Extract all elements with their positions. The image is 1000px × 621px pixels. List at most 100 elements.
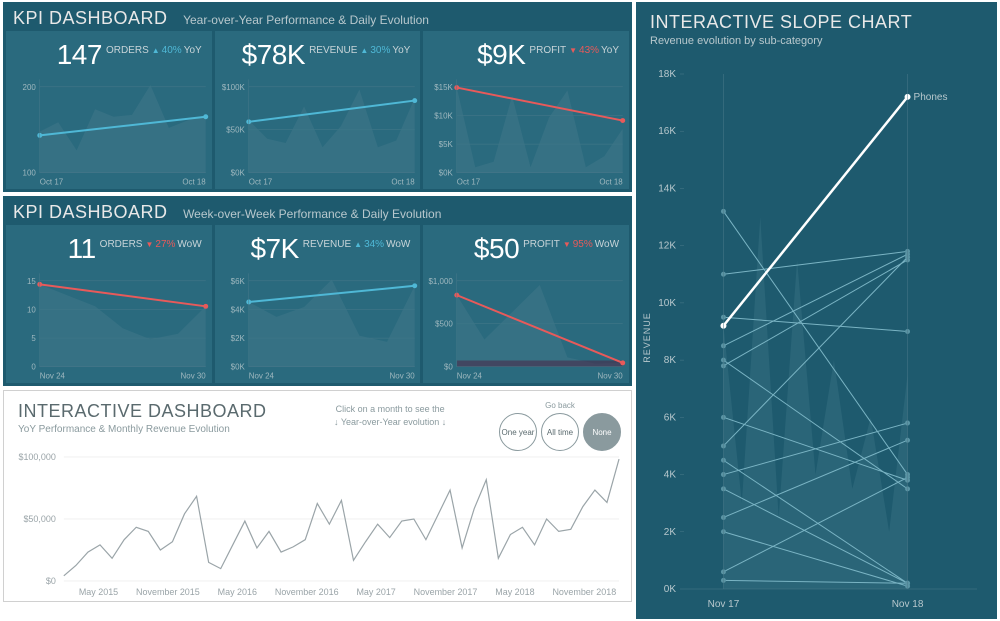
svg-text:$0: $0	[46, 576, 56, 586]
kpi-period: WoW	[177, 239, 201, 250]
svg-text:REVENUE: REVENUE	[642, 312, 652, 363]
svg-text:$50,000: $50,000	[23, 514, 55, 524]
svg-text:May 2016: May 2016	[218, 587, 257, 597]
svg-text:$0: $0	[444, 363, 453, 372]
svg-text:$4K: $4K	[230, 305, 245, 314]
svg-text:Oct 17: Oct 17	[40, 178, 64, 187]
svg-text:November 2017: November 2017	[414, 587, 478, 597]
svg-text:$0K: $0K	[230, 169, 245, 178]
kpi-card[interactable]: $50 PROFIT95%WoW $0 $500 $1,000 Nov 24 Nov 30	[423, 225, 629, 383]
interactive-chart[interactable]: $0$50,000$100,000May 2015November 2015Ma…	[4, 451, 631, 601]
kpi-card[interactable]: $78KREVENUE30%YoY$0K$50K$100KOct 17Oct 1…	[215, 31, 421, 189]
kpi-card[interactable]: 147 ORDERS40%YoY 100 200 Oct 17 Oct 18	[6, 31, 212, 189]
svg-text:18K: 18K	[658, 69, 676, 80]
svg-text:Nov 17: Nov 17	[708, 599, 740, 610]
svg-text:$0K: $0K	[439, 169, 454, 178]
kpi-delta: 40%	[152, 45, 182, 56]
svg-text:Phones: Phones	[914, 92, 948, 103]
svg-text:$1,000: $1,000	[429, 277, 454, 286]
kpi-card[interactable]: $7KREVENUE34%WoW$0K$2K$4K$6KNov 24Nov 30	[215, 225, 421, 383]
svg-text:10: 10	[27, 305, 36, 314]
kpi-card[interactable]: $9KPROFIT43%YoY$0K$5K$10K$15KOct 17Oct 1…	[423, 31, 629, 189]
kpi-delta: 95%	[563, 239, 593, 250]
svg-text:Nov 24: Nov 24	[248, 372, 274, 381]
interactive-hint: Click on a month to see the ↓ Year-over-…	[334, 403, 446, 428]
svg-text:Oct 17: Oct 17	[248, 178, 272, 187]
svg-text:12K: 12K	[658, 241, 676, 252]
filter-button[interactable]: One year	[499, 413, 537, 451]
kpi-period: YoY	[392, 45, 410, 56]
slope-title: INTERACTIVE SLOPE CHART	[636, 2, 997, 35]
yoy-subtitle: Year-over-Year Performance & Daily Evolu…	[183, 13, 429, 27]
control-label	[499, 401, 537, 411]
kpi-value: 11	[68, 233, 96, 264]
svg-text:Oct 18: Oct 18	[182, 178, 206, 187]
svg-text:May 2017: May 2017	[356, 587, 395, 597]
kpi-value: $78K	[242, 39, 305, 70]
kpi-unit: ORDERS	[106, 45, 149, 56]
kpi-value: $9K	[477, 39, 525, 70]
wow-title: KPI DASHBOARD	[13, 202, 168, 222]
yoy-header: KPI DASHBOARD Year-over-Year Performance…	[3, 2, 632, 31]
svg-text:$100K: $100K	[222, 83, 246, 92]
svg-text:November 2018: November 2018	[552, 587, 616, 597]
svg-text:0K: 0K	[664, 584, 677, 595]
control-label: Go back	[541, 401, 579, 411]
kpi-value: $7K	[250, 233, 298, 264]
kpi-unit: PROFIT	[523, 239, 560, 250]
svg-text:Nov 24: Nov 24	[40, 372, 66, 381]
kpi-delta: 43%	[569, 45, 599, 56]
svg-text:November 2016: November 2016	[275, 587, 339, 597]
svg-text:14K: 14K	[658, 183, 676, 194]
svg-text:Nov 30: Nov 30	[598, 372, 624, 381]
kpi-period: WoW	[595, 239, 619, 250]
svg-text:$100,000: $100,000	[18, 452, 55, 462]
interactive-panel: INTERACTIVE DASHBOARD YoY Performance & …	[3, 390, 632, 602]
filter-button[interactable]: None	[583, 413, 621, 451]
svg-text:15: 15	[27, 277, 36, 286]
svg-text:6K: 6K	[664, 412, 677, 423]
kpi-period: YoY	[601, 45, 619, 56]
svg-text:May 2015: May 2015	[79, 587, 118, 597]
kpi-period: YoY	[184, 45, 202, 56]
svg-text:$6K: $6K	[230, 277, 245, 286]
kpi-value: 147	[57, 39, 102, 70]
svg-text:100: 100	[23, 169, 37, 178]
kpi-period: WoW	[386, 239, 410, 250]
svg-text:$50K: $50K	[226, 126, 245, 135]
svg-text:16K: 16K	[658, 126, 676, 137]
kpi-card[interactable]: 11ORDERS27%WoW051015Nov 24Nov 30	[6, 225, 212, 383]
kpi-delta: 27%	[145, 239, 175, 250]
kpi-unit: PROFIT	[529, 45, 566, 56]
svg-text:2K: 2K	[664, 527, 677, 538]
svg-text:200: 200	[23, 83, 37, 92]
yoy-row: 147ORDERS40%YoY100200Oct 17Oct 18$78KREV…	[3, 31, 632, 192]
wow-subtitle: Week-over-Week Performance & Daily Evolu…	[183, 207, 441, 221]
slope-chart[interactable]: 0K 2K 4K 6K 8K 10K 12K 14K 16K 18K REVENUE Phones No…	[636, 56, 997, 619]
kpi-unit: ORDERS	[100, 239, 143, 250]
control-label	[583, 401, 621, 411]
kpi-unit: REVENUE	[303, 239, 351, 250]
svg-text:Nov 18: Nov 18	[892, 599, 924, 610]
filter-button[interactable]: All time	[541, 413, 579, 451]
svg-text:$2K: $2K	[230, 334, 245, 343]
svg-text:Nov 24: Nov 24	[457, 372, 483, 381]
interactive-controls: One year Go back All timeNone	[499, 401, 621, 451]
svg-text:4K: 4K	[664, 470, 677, 481]
svg-text:$15K: $15K	[435, 83, 454, 92]
svg-text:5: 5	[31, 334, 36, 343]
svg-text:Oct 18: Oct 18	[600, 178, 624, 187]
svg-text:$500: $500	[435, 320, 453, 329]
svg-text:Nov 30: Nov 30	[389, 372, 415, 381]
svg-text:8K: 8K	[664, 355, 677, 366]
yoy-title: KPI DASHBOARD	[13, 8, 168, 28]
svg-text:0: 0	[31, 363, 36, 372]
wow-row: 11ORDERS27%WoW051015Nov 24Nov 30$7KREVEN…	[3, 225, 632, 386]
svg-text:$5K: $5K	[439, 140, 454, 149]
kpi-delta: 34%	[354, 239, 384, 250]
wow-header: KPI DASHBOARD Week-over-Week Performance…	[3, 196, 632, 225]
kpi-delta: 30%	[360, 45, 390, 56]
svg-text:$10K: $10K	[435, 111, 454, 120]
kpi-value: $50	[474, 233, 519, 264]
svg-text:10K: 10K	[658, 298, 676, 309]
